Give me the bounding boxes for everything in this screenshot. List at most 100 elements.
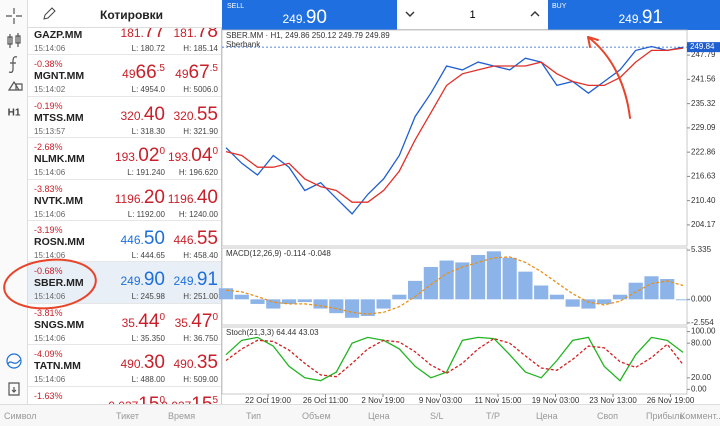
histogram-bar <box>628 282 643 300</box>
price-big: 04 <box>191 145 213 167</box>
symbol: MTSS.MM <box>34 111 84 124</box>
histogram-bar <box>597 299 612 304</box>
chart-icon[interactable] <box>6 353 22 369</box>
symbol: SNGS.MM <box>34 318 85 331</box>
quote-row[interactable]: -3.81% SNGS.MM 15:14:06 35.440 35.470 L: 35.3… <box>28 304 221 346</box>
price-sup: .5 <box>156 63 165 75</box>
price-pre: 193. <box>114 150 139 165</box>
histogram-bar <box>486 251 501 300</box>
price-big: 55 <box>196 228 218 249</box>
volume-selector[interactable]: 1 <box>397 0 548 30</box>
price-sup: 0 <box>159 394 165 404</box>
export-icon[interactable] <box>8 382 20 396</box>
y-tick-label: 20.00 <box>691 373 712 382</box>
quote-row[interactable]: -0.38% MGNT.MM 15:14:02 4966.5 4967.5 L: 4954… <box>28 55 221 97</box>
indicator-icon[interactable] <box>8 56 18 73</box>
histogram-bar <box>455 262 470 300</box>
bid-price: 1196.20 <box>115 187 165 209</box>
price-pre: 446. <box>120 233 144 247</box>
histogram-bar <box>250 299 265 304</box>
sell-button[interactable]: SELL 249.90 <box>222 0 397 30</box>
change-percent: -3.19% <box>34 225 63 235</box>
price-sup: 0 <box>212 146 218 158</box>
price-big: 90 <box>305 7 327 28</box>
column-header: Тип <box>246 411 262 421</box>
symbol: MGNT.MM <box>34 70 85 83</box>
quote-row[interactable]: -3.83% NVTK.MM 15:14:06 1196.20 1196.40 L: 11… <box>28 180 221 221</box>
axis-area <box>687 30 720 396</box>
y-tick-label: -2.554 <box>691 318 714 327</box>
symbol: TATN.MM <box>34 360 81 373</box>
bid-price: 4966.5 <box>122 62 165 84</box>
high: H: 5006.0 <box>183 85 218 95</box>
column-header: Цена <box>368 411 390 421</box>
increase-icon[interactable] <box>530 10 540 18</box>
x-tick-label: 19 Nov 03:00 <box>532 396 580 405</box>
sell-price: 249.90 <box>262 7 328 29</box>
high: H: 321.90 <box>183 126 218 136</box>
low: L: 245.98 <box>131 292 165 302</box>
time: 15:13:57 <box>34 126 66 136</box>
price-pre: 49 <box>122 67 136 82</box>
change-percent: -0.19% <box>34 100 63 111</box>
histogram-bar <box>549 294 565 300</box>
crosshair-icon[interactable] <box>6 8 22 24</box>
price-big: 90 <box>143 269 165 291</box>
quote-row[interactable]: -2.68% NLMK.MM 15:14:06 193.020 193.040 L: 19… <box>28 138 221 180</box>
y-tick-label: 210.40 <box>691 196 716 205</box>
price-sup: 5 <box>212 394 218 404</box>
price-pre: 320. <box>173 108 197 123</box>
y-tick-label: 247.79 <box>691 50 716 59</box>
price-pre: 35. <box>121 315 139 330</box>
candles-icon[interactable] <box>7 33 21 48</box>
ask-price: 1196.40 <box>168 187 218 209</box>
quote-row[interactable]: -4.09% TATN.MM 15:14:06 490.30 490.35 L: 488.… <box>28 345 221 387</box>
price-pre: 49 <box>175 67 189 82</box>
price-pre: 446. <box>173 233 197 247</box>
bid-price: 35.440 <box>122 311 165 333</box>
price-pre: 181. <box>120 28 144 40</box>
column-header: Символ <box>4 411 37 421</box>
column-header: S/L <box>430 411 444 421</box>
ask-price: 249.91 <box>174 269 219 291</box>
change-percent: -0.38% <box>34 59 63 70</box>
histogram-bar <box>218 288 234 300</box>
price-big: 66 <box>135 62 157 84</box>
timeframe[interactable]: H1 <box>8 108 21 119</box>
quotes-title: Котировки <box>100 8 164 22</box>
panel-frame <box>221 29 688 247</box>
price-pre: 490. <box>173 357 197 372</box>
panel-title: Stoch(21,3,3) 64.44 43.03 <box>226 328 319 337</box>
histogram-bar <box>644 276 659 300</box>
change-percent: -3.81% <box>34 307 63 318</box>
buy-button[interactable]: BUY 249.91 <box>548 0 720 30</box>
histogram-bar <box>281 299 297 304</box>
quote-row[interactable]: -3.19% ROSN.MM 15:14:06 446.50 446.55 L: 444.… <box>28 221 221 263</box>
high: H: 36.750 <box>183 333 218 343</box>
symbol: ROSN.MM <box>34 236 85 248</box>
quote-row[interactable]: -1.63%VTBR.MM15:14:060.0371500.037155L: … <box>28 387 221 404</box>
low: L: 318.30 <box>131 126 165 136</box>
panel-frame <box>221 326 688 395</box>
histogram-bar <box>392 294 407 300</box>
symbol: NVTK.MM <box>34 194 83 207</box>
objects-icon[interactable] <box>7 80 23 91</box>
price-big: 15 <box>191 394 212 404</box>
table-header: Символ Тикет Время Тип Объем Цена S/L T/P Цена Св… <box>0 404 720 426</box>
bid-price: 0.037150 <box>108 394 165 404</box>
price-pre: 249. <box>120 274 144 289</box>
panel-subtitle: Sberbank <box>226 40 261 49</box>
quote-row[interactable]: -0.19% MTSS.MM 15:13:57 320.40 320.55 L: 318.… <box>28 97 221 139</box>
decrease-icon[interactable] <box>405 10 415 18</box>
quote-row[interactable]: GAZP.MM 15:14:06 181.77 181.78 L: 180.72 H: 1… <box>28 28 221 56</box>
ask-price: 0.037155 <box>161 394 218 404</box>
histogram-bar <box>297 299 312 303</box>
ask-price: 446.55 <box>174 228 219 250</box>
histogram-bar <box>344 299 360 318</box>
edit-icon[interactable] <box>42 7 56 21</box>
price-tag-label: 249.84 <box>690 42 715 51</box>
y-tick-label: 0.00 <box>691 384 707 393</box>
column-header: Объем <box>302 411 331 421</box>
high: H: 251.00 <box>183 292 218 302</box>
ask-price: 490.35 <box>174 352 219 374</box>
